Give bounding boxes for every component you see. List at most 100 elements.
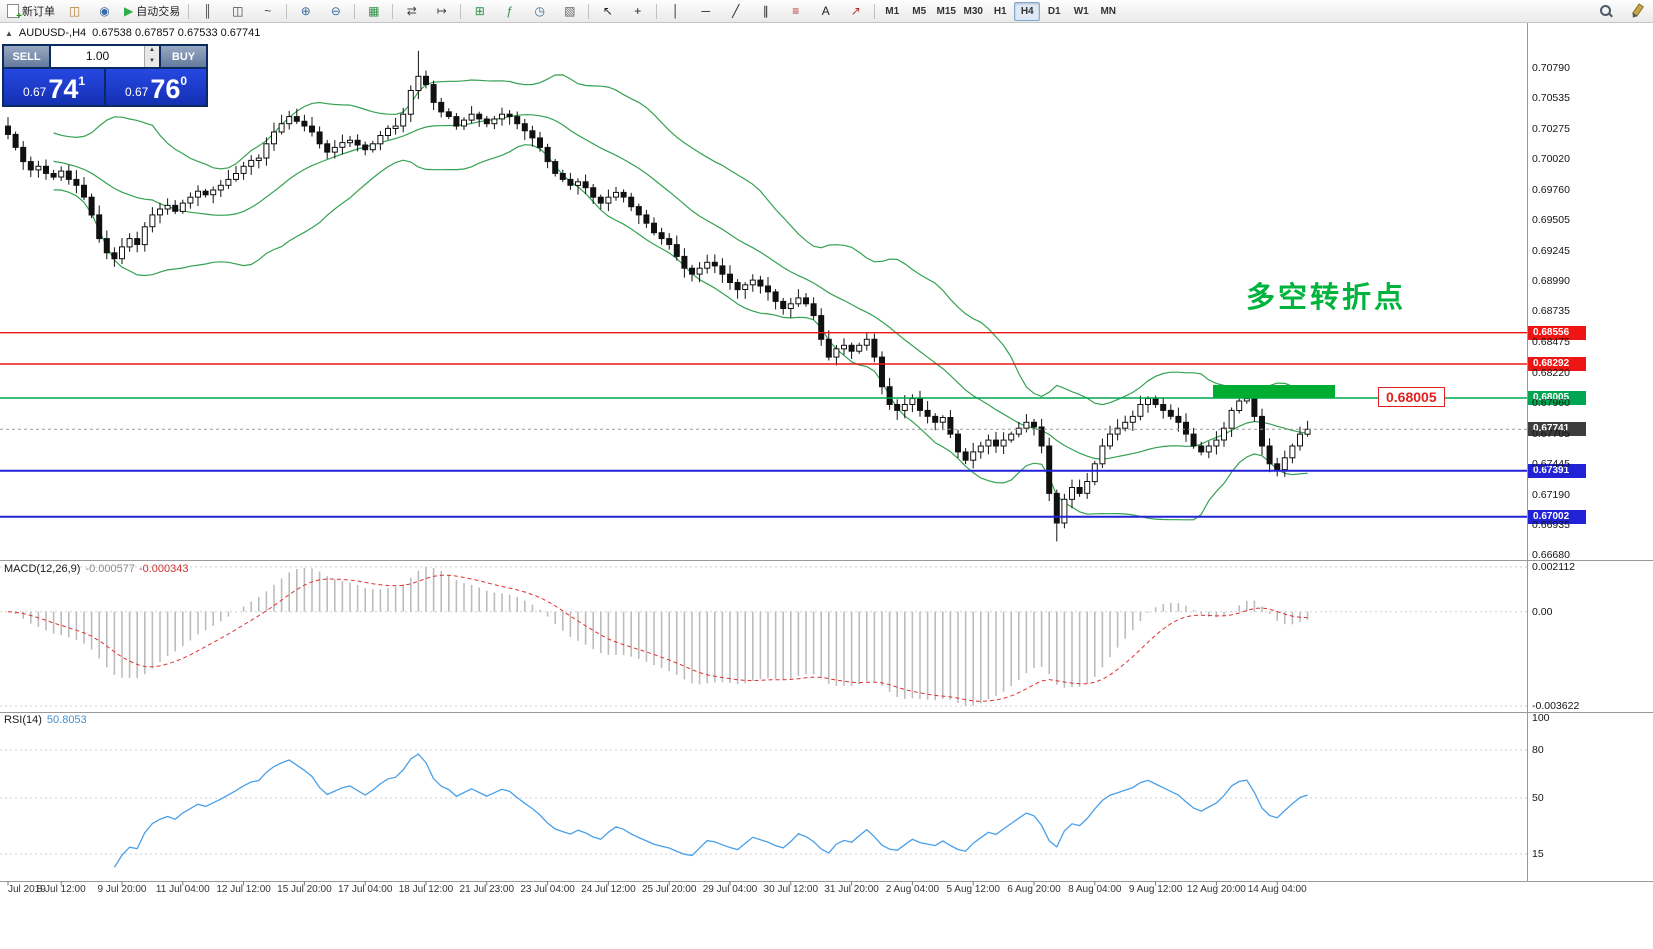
periods-button[interactable]: ◷ xyxy=(525,1,554,22)
profiles-button[interactable]: ◉ xyxy=(90,1,119,22)
new-order-icon xyxy=(7,4,22,22)
volume-stepper[interactable]: ▲ ▼ xyxy=(144,46,159,67)
profiles-icon: ◉ xyxy=(99,4,110,18)
sell-price-big: 74 xyxy=(48,74,79,104)
new-order-button[interactable]: 新订单 xyxy=(3,1,59,22)
indicators-button[interactable]: ƒ xyxy=(495,1,524,22)
timeframe-h4[interactable]: H4 xyxy=(1014,1,1041,21)
zoom-out-icon: ⊖ xyxy=(330,4,341,18)
macd-value-main: -0.000577 xyxy=(85,563,135,575)
text-icon: A xyxy=(821,4,830,18)
templates-button[interactable]: ▧ xyxy=(555,1,584,22)
zoom-in-button[interactable]: ⊕ xyxy=(291,1,320,22)
toolbar-separator xyxy=(354,3,356,19)
timeframe-w1[interactable]: W1 xyxy=(1073,5,1089,17)
fibonacci-button[interactable]: ≡ xyxy=(781,1,810,22)
chart-shift-icon: ↦ xyxy=(436,4,447,18)
new-chart-icon: ⊞ xyxy=(474,4,485,18)
timeframe-m30[interactable]: M30 xyxy=(963,5,983,17)
toolbar-separator xyxy=(588,3,590,19)
macd-pane-title: MACD(12,26,9) -0.000577 -0.000343 xyxy=(4,563,189,575)
arrows-icon: ↗ xyxy=(850,4,861,18)
sell-price-small: 0.67 xyxy=(22,85,47,99)
timeframe-m1[interactable]: M1 xyxy=(885,5,900,17)
buy-price-big: 76 xyxy=(150,74,181,104)
line-chart-button[interactable]: ~ xyxy=(253,1,282,22)
chart-text-annotation[interactable]: 多空转折点 xyxy=(1246,282,1407,314)
toolbar-separator xyxy=(392,3,394,19)
templates-icon: ▧ xyxy=(564,4,576,18)
zoom-out-button[interactable]: ⊖ xyxy=(321,1,350,22)
toolbar-separator xyxy=(188,3,190,19)
crosshair-button[interactable]: + xyxy=(623,1,652,22)
volume-up-icon[interactable]: ▲ xyxy=(145,46,159,57)
rsi-pane-title: RSI(14) 50.8053 xyxy=(4,714,87,726)
candlestick-chart-button[interactable]: ◫ xyxy=(223,1,252,22)
toolbar: 新订单 ◫ ◉ ▶自动交易 ║ ◫ ~ ⊕ ⊖ ▦ ⇄ ↦ ⊞ ƒ ◷ ▧ ↖ + │ ─ ╱ ∥ ≡ A ↗ M1 M5 M15 M3… xyxy=(0,0,1653,23)
sell-price-box[interactable]: 0.67 74 1 xyxy=(4,69,104,105)
buy-price-sup: 0 xyxy=(180,74,188,88)
toolbar-separator xyxy=(460,3,462,19)
buy-price-small: 0.67 xyxy=(124,85,149,99)
candlestick-chart-icon: ◫ xyxy=(232,4,244,18)
auto-trading-button[interactable]: ▶ 自动交易 xyxy=(120,1,184,22)
auto-trading-label: 自动交易 xyxy=(136,6,181,18)
buy-price-box[interactable]: 0.67 76 0 xyxy=(106,69,206,105)
horizontal-line-icon: ─ xyxy=(701,4,710,18)
vertical-line-icon: │ xyxy=(671,4,680,18)
timeframe-m15[interactable]: M15 xyxy=(936,5,956,17)
pencil-icon xyxy=(1629,4,1643,18)
channel-icon: ∥ xyxy=(762,4,769,18)
one-click-trade-panel: SELL 1.00 ▲ ▼ BUY 0.67 74 1 0.67 76 0 xyxy=(2,44,208,107)
rsi-title: RSI(14) xyxy=(4,714,42,726)
text-button[interactable]: A xyxy=(811,1,840,22)
new-chart-button[interactable]: ⊞ xyxy=(465,1,494,22)
volume-field[interactable]: 1.00 ▲ ▼ xyxy=(51,46,159,67)
volume-down-icon[interactable]: ▼ xyxy=(145,56,159,67)
zoom-in-icon: ⊕ xyxy=(300,4,311,18)
volume-value[interactable]: 1.00 xyxy=(85,49,110,63)
line-chart-icon: ~ xyxy=(264,4,272,18)
macd-value-signal: -0.000343 xyxy=(138,563,189,575)
new-order-label: 新订单 xyxy=(22,6,55,18)
arrows-button[interactable]: ↗ xyxy=(841,1,870,22)
rsi-value: 50.8053 xyxy=(46,714,87,726)
vertical-line-button[interactable]: │ xyxy=(661,1,690,22)
auto-trading-icon: ▶ xyxy=(124,4,134,18)
periods-icon: ◷ xyxy=(534,4,545,18)
timeframe-m5[interactable]: M5 xyxy=(912,5,927,17)
macd-title: MACD(12,26,9) xyxy=(4,563,81,575)
search-icon xyxy=(1599,4,1613,18)
chart-header: ▲ AUDUSD-,H4 0.67538 0.67857 0.67533 0.6… xyxy=(5,27,260,39)
toolbar-separator xyxy=(286,3,288,19)
sell-button[interactable]: SELL xyxy=(4,46,49,67)
open-chart-icon: ◫ xyxy=(68,4,81,18)
edit-button[interactable] xyxy=(1621,1,1650,22)
trendline-icon: ╱ xyxy=(732,4,740,18)
ohlc-values: 0.67538 0.67857 0.67533 0.67741 xyxy=(92,27,261,39)
cursor-button[interactable]: ↖ xyxy=(593,1,622,22)
symbol-title: AUDUSD-,H4 xyxy=(18,27,87,39)
search-button[interactable] xyxy=(1591,1,1620,22)
price-callout-label[interactable]: 0.68005 xyxy=(1378,387,1445,407)
highlight-rectangle[interactable] xyxy=(1213,385,1335,398)
timeframe-h1[interactable]: H1 xyxy=(993,5,1007,17)
crosshair-icon: + xyxy=(634,4,642,18)
timeframe-d1[interactable]: D1 xyxy=(1047,5,1061,17)
toolbar-separator xyxy=(874,3,876,19)
open-chart-button[interactable]: ◫ xyxy=(60,1,89,22)
tile-windows-button[interactable]: ▦ xyxy=(359,1,388,22)
timeframe-mn[interactable]: MN xyxy=(1100,5,1117,17)
collapse-triangle-icon[interactable]: ▲ xyxy=(5,28,13,38)
fibonacci-icon: ≡ xyxy=(792,4,800,18)
buy-button[interactable]: BUY xyxy=(161,46,206,67)
auto-scroll-button[interactable]: ⇄ xyxy=(397,1,426,22)
indicators-icon: ƒ xyxy=(506,4,514,18)
chart-shift-button[interactable]: ↦ xyxy=(427,1,456,22)
horizontal-line-button[interactable]: ─ xyxy=(691,1,720,22)
trendline-button[interactable]: ╱ xyxy=(721,1,750,22)
bar-chart-button[interactable]: ║ xyxy=(193,1,222,22)
channel-button[interactable]: ∥ xyxy=(751,1,780,22)
